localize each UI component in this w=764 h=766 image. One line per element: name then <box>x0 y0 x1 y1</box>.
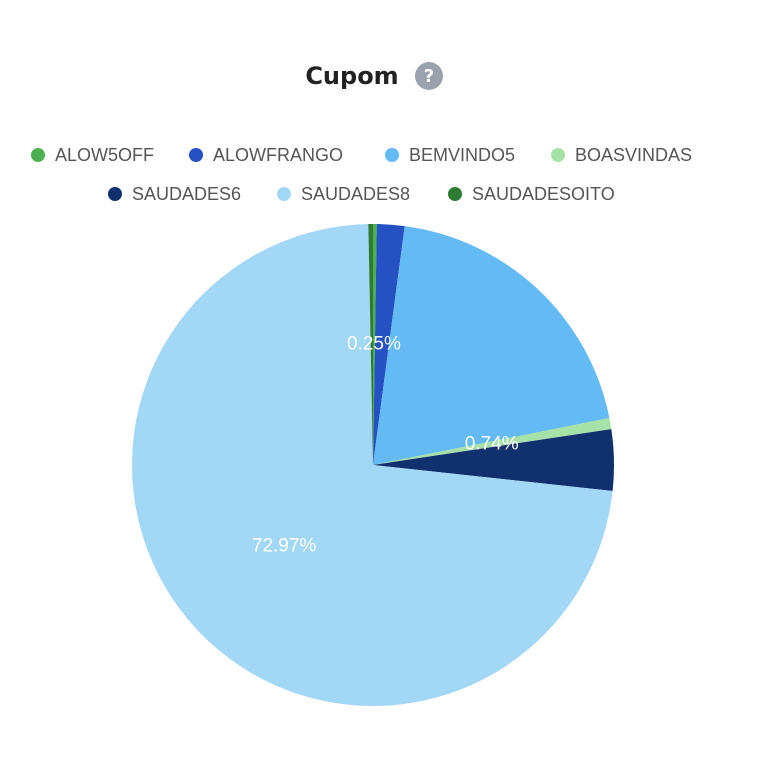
pie-slice <box>373 418 612 465</box>
value-label: 72.97% <box>252 535 317 556</box>
legend-label: BOASVINDAS <box>575 145 692 165</box>
legend-label: SAUDADES8 <box>301 184 410 204</box>
pie-slice <box>373 429 614 491</box>
legend-marker <box>189 148 203 162</box>
legend-marker <box>277 187 291 201</box>
pie-slice <box>368 224 373 465</box>
pie-slice <box>373 224 377 465</box>
legend-label: SAUDADESOITO <box>472 184 615 204</box>
help-icon-bg[interactable] <box>415 62 443 90</box>
legend-label: ALOWFRANGO <box>213 145 343 165</box>
legend-marker <box>551 148 565 162</box>
legend-label: SAUDADES6 <box>132 184 241 204</box>
legend-marker <box>448 187 462 201</box>
pie-slice <box>373 224 405 465</box>
legend-marker <box>385 148 399 162</box>
value-label: 0.25% <box>347 334 401 355</box>
pie-slice <box>373 226 610 465</box>
chart-title: Cupom <box>305 62 398 90</box>
legend-label: BEMVINDO5 <box>409 145 515 165</box>
help-icon[interactable]: ? <box>424 66 434 87</box>
pie-slice <box>131 224 613 707</box>
legend-marker <box>108 187 122 201</box>
value-label: 0.74% <box>465 433 519 454</box>
legend-label: ALOW5OFF <box>55 145 154 165</box>
legend-marker <box>31 148 45 162</box>
